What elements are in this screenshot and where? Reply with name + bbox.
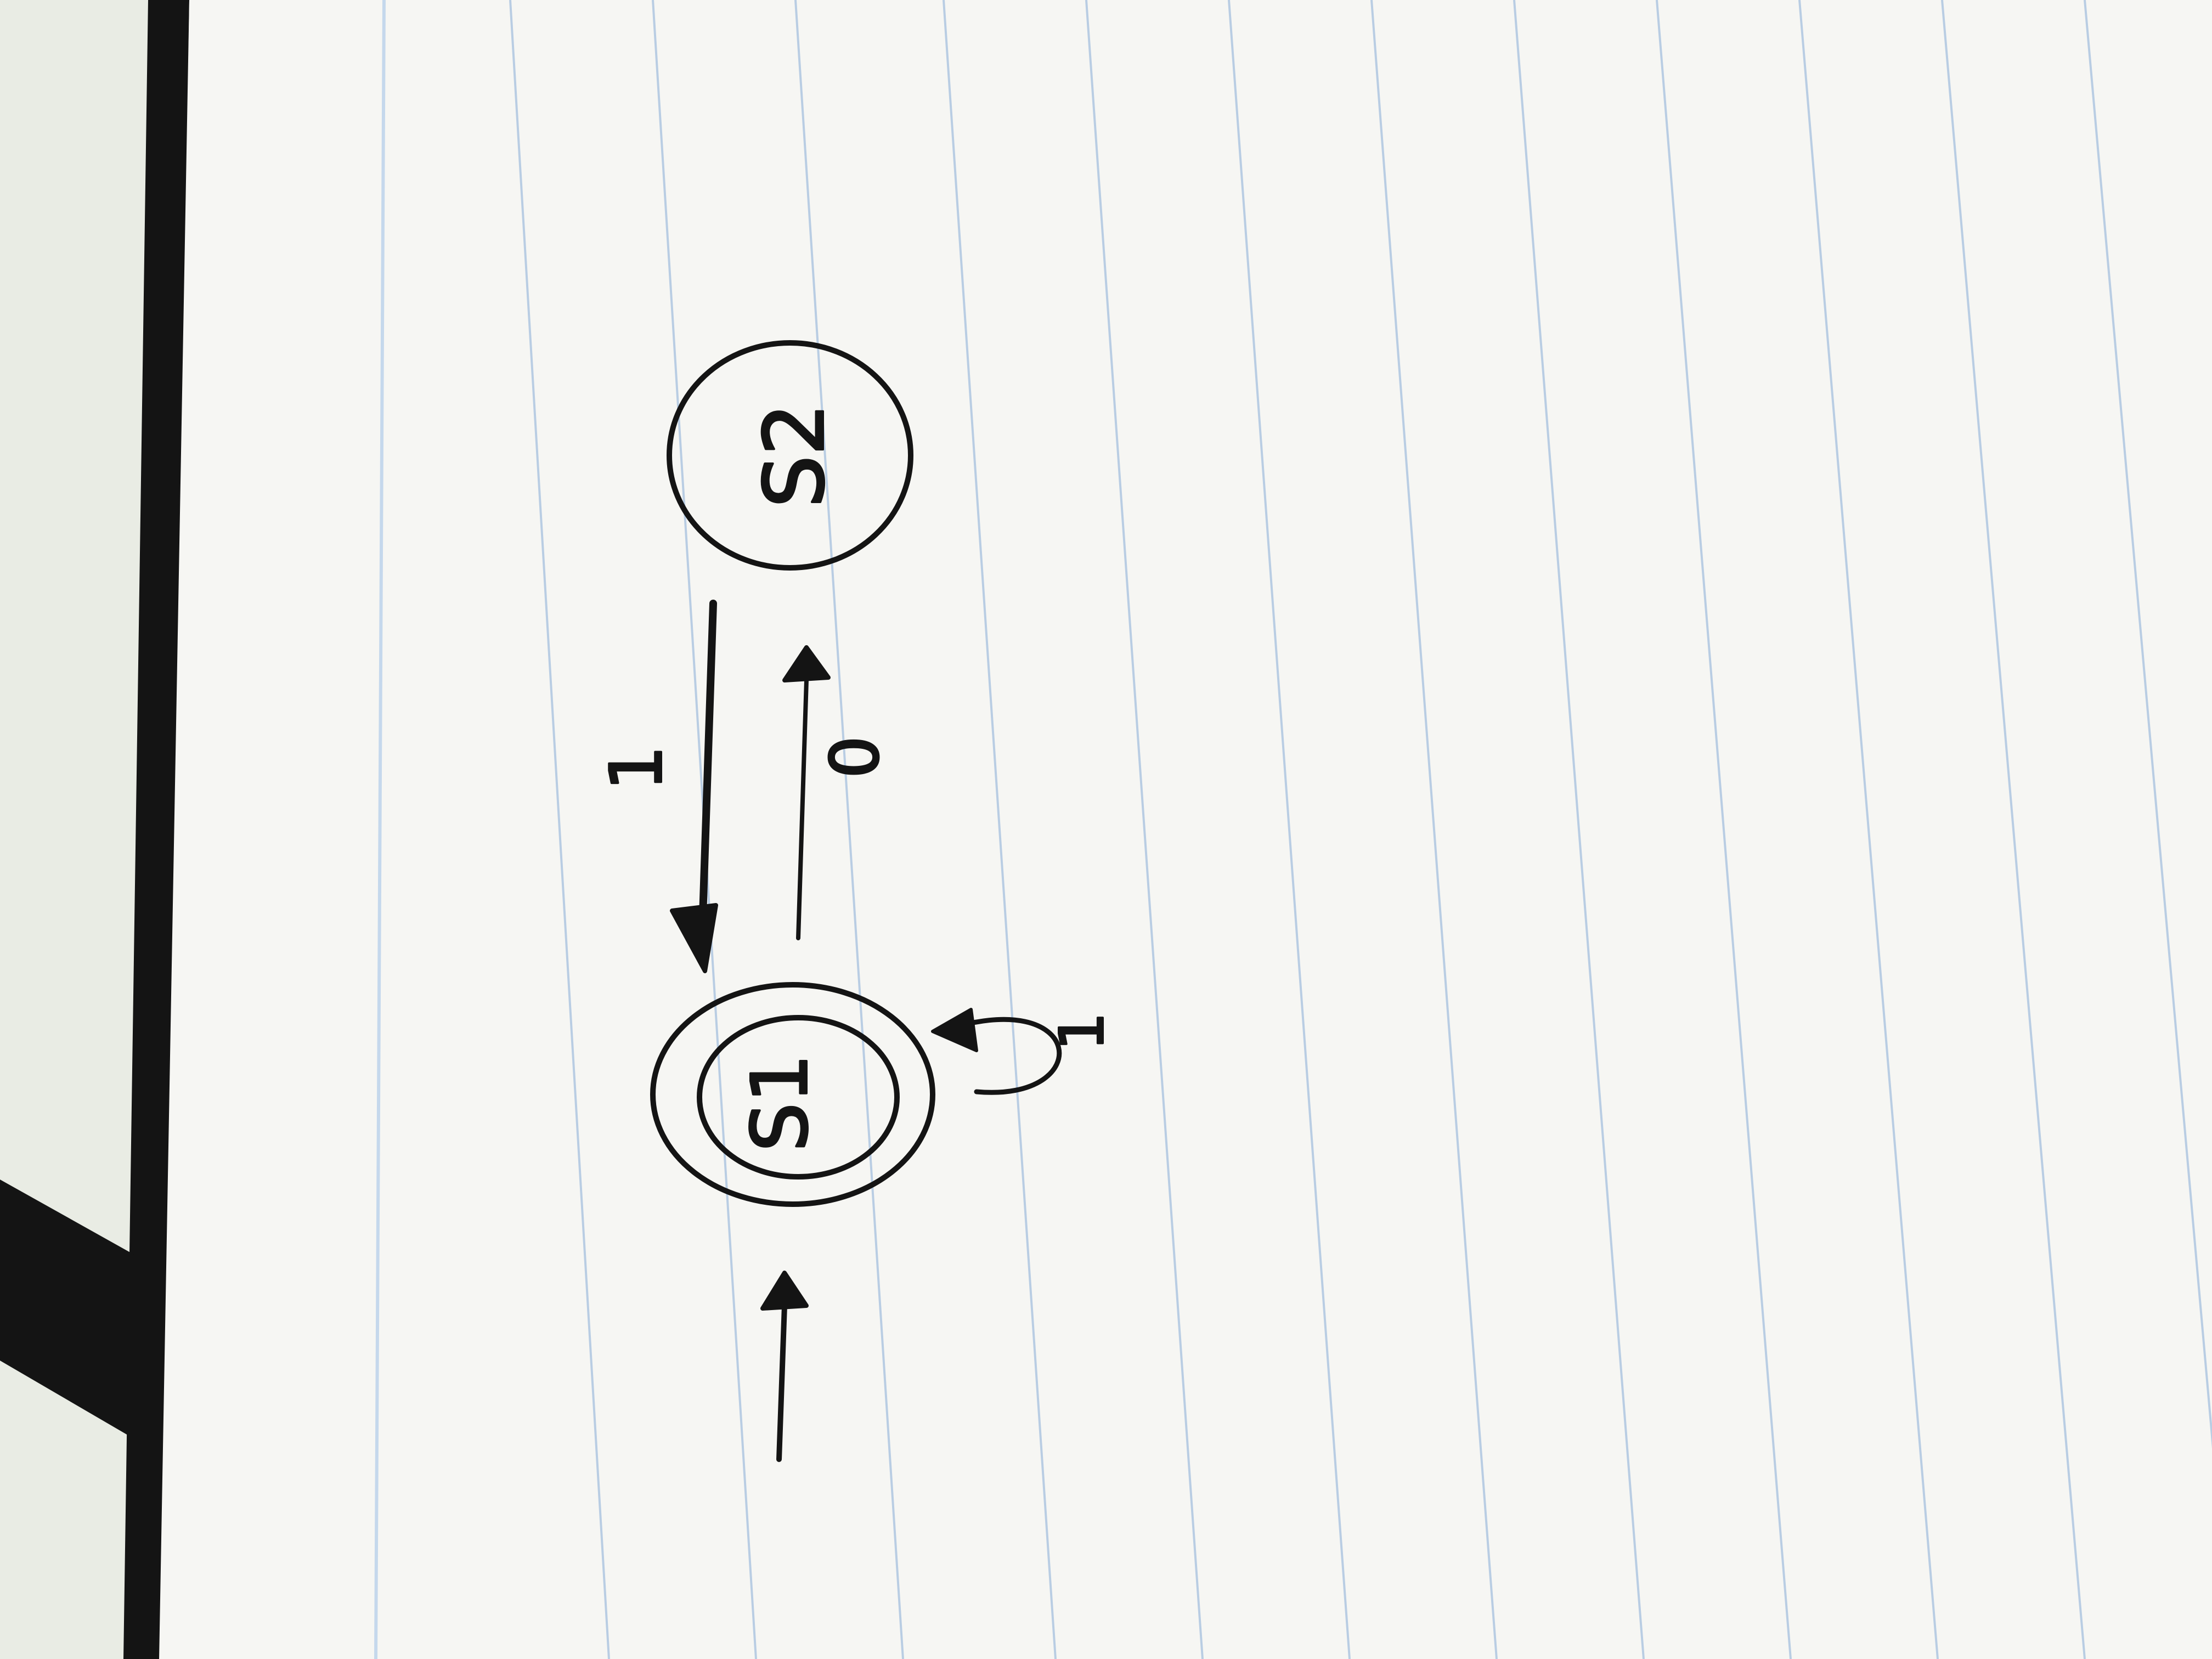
state-s2: S2 <box>667 340 913 571</box>
transition-s2-s1-arrowhead <box>670 903 718 973</box>
transition-s1-s1: 1 <box>931 1008 1118 1095</box>
transition-s2-s1-line <box>698 600 717 936</box>
paper-sheet <box>159 0 2212 1659</box>
state-s1: S1 <box>650 982 935 1207</box>
margin-line <box>374 0 386 1659</box>
ruled-line <box>1798 0 1939 1659</box>
transition-s1-s2-label: 0 <box>817 736 894 778</box>
state-s1-label: S1 <box>736 1054 825 1152</box>
automaton-diagram: S2 S1 1 0 1 <box>594 340 1118 1462</box>
state-s1-inner-circle <box>697 1015 900 1180</box>
black-object <box>0 1180 137 1437</box>
ruled-line <box>1228 0 1351 1659</box>
transition-s1-s2-arrowhead <box>782 645 831 682</box>
notebook-edge <box>123 0 189 1659</box>
ruled-lines <box>509 0 2212 1659</box>
ruled-line <box>1370 0 1498 1659</box>
ruled-line <box>1656 0 1792 1659</box>
start-arrow <box>760 1271 809 1462</box>
ruled-line <box>2084 0 2212 1449</box>
start-arrowhead <box>760 1271 809 1311</box>
transition-s2-s1: 1 <box>594 600 718 973</box>
transition-s2-s1-label: 1 <box>595 746 678 791</box>
self-loop-label: 1 <box>1047 1012 1117 1051</box>
state-s2-circle <box>667 340 913 571</box>
ruled-line <box>1941 0 2086 1659</box>
state-s2-label: S2 <box>747 403 843 508</box>
ruled-line <box>794 0 904 1659</box>
ruled-line <box>1513 0 1645 1659</box>
ruled-line <box>943 0 1057 1659</box>
transition-s1-s2-line <box>796 678 809 940</box>
transition-s1-s2: 0 <box>782 645 895 940</box>
ruled-line <box>509 0 610 1659</box>
self-loop-line <box>938 1017 1062 1095</box>
ruled-line <box>1085 0 1204 1659</box>
self-loop-arrowhead <box>931 1008 978 1052</box>
start-arrow-line <box>776 1303 787 1462</box>
state-s1-outer-circle <box>650 982 935 1207</box>
